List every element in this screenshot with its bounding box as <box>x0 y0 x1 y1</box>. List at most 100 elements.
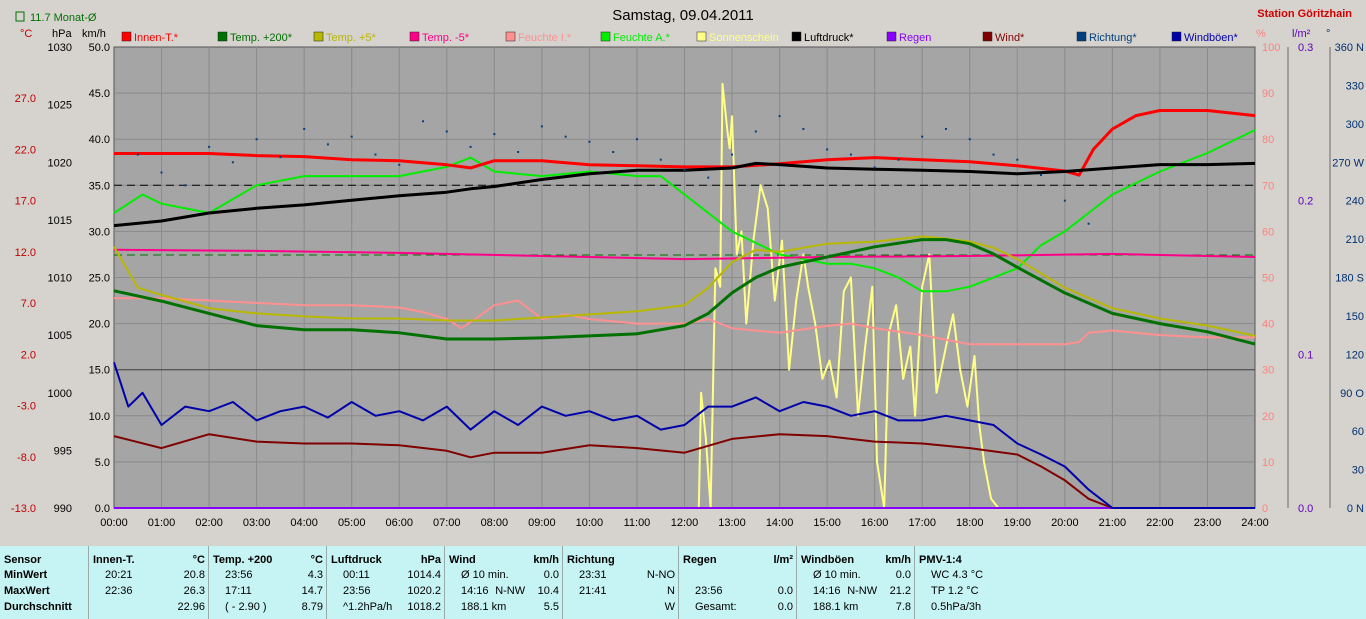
stats-row: ^1.2hPa/h 1018.2 <box>331 600 441 615</box>
stats-cell: 14:16 <box>813 585 841 597</box>
temp-tick-label: 12.0 <box>15 247 36 259</box>
stats-header: PMV-1:4 <box>919 553 1011 568</box>
x-tick-label: 14:00 <box>766 517 794 529</box>
x-tick-label: 18:00 <box>956 517 984 529</box>
direction-tick-label: 150 <box>1346 311 1364 323</box>
stats-unit: km/h <box>885 554 911 566</box>
rain-tick-label: 0.3 <box>1298 42 1313 54</box>
direction-point <box>683 168 686 171</box>
x-tick-label: 05:00 <box>338 517 366 529</box>
stats-cell: 23:31 <box>579 569 607 581</box>
direction-point <box>778 115 781 118</box>
temp-tick-label: -3.0 <box>17 401 36 413</box>
stats-cell: MinWert <box>4 569 48 581</box>
x-tick-label: 22:00 <box>1146 517 1174 529</box>
stats-column: Temp. +200 °C 23:56 4.3 17:11 14.7 ( - 2.90 ) 8… <box>208 546 327 619</box>
speed-tick-label: 45.0 <box>89 88 110 100</box>
speed-tick-label: 0.0 <box>95 503 110 515</box>
legend-label: Regen <box>899 32 931 44</box>
stats-cell: 22.96 <box>177 601 205 613</box>
series-layer <box>113 82 1256 509</box>
humidity-tick-label: 30 <box>1262 365 1274 377</box>
speed-tick-label: 20.0 <box>89 319 110 331</box>
direction-point <box>612 151 615 154</box>
x-tick-label: 00:00 <box>100 517 128 529</box>
legend-swatch <box>505 31 516 42</box>
stats-row: 23:56 4.3 <box>213 568 323 583</box>
stats-unit: °C <box>310 554 323 566</box>
temp-tick-label: 22.0 <box>15 144 36 156</box>
stats-title: Sensor <box>4 554 42 566</box>
stats-cell: 1020.2 <box>407 585 441 597</box>
stats-cell: 5.5 <box>543 601 559 613</box>
direction-tick-label: 30 <box>1352 465 1364 477</box>
stats-cell: ( - 2.90 ) <box>225 601 267 613</box>
pressure-tick-label: 1010 <box>48 273 72 285</box>
speed-tick-label: 10.0 <box>89 411 110 423</box>
direction-point <box>326 143 329 146</box>
stats-title: Innen-T. <box>93 554 135 566</box>
direction-point <box>1040 174 1043 177</box>
direction-tick-label: 330 <box>1346 80 1364 92</box>
stats-cell: 0.0 <box>543 569 559 581</box>
stats-cell: 20:21 <box>105 569 133 581</box>
stats-cell: 20.8 <box>183 569 205 581</box>
x-tick-label: 02:00 <box>195 517 223 529</box>
stats-row: TP 1.2 °C <box>919 584 1011 599</box>
direction-point <box>826 148 829 151</box>
direction-point <box>517 151 520 154</box>
legend-swatch <box>121 31 132 42</box>
humidity-tick-label: 20 <box>1262 411 1274 423</box>
legend-label: Feuchte A.* <box>613 32 671 44</box>
temp-tick-label: -13.0 <box>11 503 36 515</box>
direction-point <box>255 138 258 141</box>
stats-row: Ø 10 min. 0.0 <box>449 568 559 583</box>
stats-row: 21:41 N <box>567 584 675 599</box>
stats-cell: 21:41 <box>579 585 607 597</box>
pressure-tick-label: 990 <box>54 503 72 515</box>
direction-point <box>160 171 163 174</box>
direction-tick-label: 360 N <box>1335 42 1364 54</box>
stats-column: PMV-1:4 WC 4.3 °C TP 1.2 °C 0.5hPa/3h <box>914 546 1015 619</box>
direction-point <box>445 130 448 133</box>
temp-tick-label: 7.0 <box>21 298 36 310</box>
speed-tick-label: 50.0 <box>89 42 110 54</box>
legend-label: Feuchte I.* <box>518 32 572 44</box>
stats-row: 14:16 N-NW 10.4 <box>449 584 559 599</box>
legend-label: Richtung* <box>1089 32 1137 44</box>
direction-tick-label: 210 <box>1346 234 1364 246</box>
temp-tick-label: 2.0 <box>21 349 36 361</box>
stats-cell: 23:56 <box>225 569 253 581</box>
legend-swatch <box>217 31 228 42</box>
direction-point <box>968 138 971 141</box>
stats-unit: km/h <box>533 554 559 566</box>
direction-point <box>374 153 377 156</box>
humidity-tick-label: 100 <box>1262 42 1280 54</box>
chart-title: Samstag, 09.04.2011 <box>612 7 754 24</box>
stats-row: 00:11 1014.4 <box>331 568 441 583</box>
stats-title: Windböen <box>801 554 855 566</box>
temp-tick-label: 17.0 <box>15 196 36 208</box>
direction-point <box>350 135 353 138</box>
stats-header: Sensor <box>4 553 84 568</box>
unit-kmh: km/h <box>82 28 106 40</box>
x-tick-label: 17:00 <box>908 517 936 529</box>
direction-point <box>422 120 425 123</box>
x-tick-label: 16:00 <box>861 517 889 529</box>
legend-swatch <box>1076 31 1087 42</box>
x-tick-label: 20:00 <box>1051 517 1079 529</box>
rain-tick-label: 0.0 <box>1298 503 1313 515</box>
series-line-temp5 <box>113 235 1256 337</box>
stats-column: Sensor MinWert MaxWert Durchschnitt <box>0 546 88 619</box>
rain-tick-label: 0.1 <box>1298 349 1313 361</box>
stats-row: 23:56 0.0 <box>683 584 793 599</box>
direction-point <box>731 153 734 156</box>
stats-row: 20:21 20.8 <box>93 568 205 583</box>
stats-cell: N <box>667 585 675 597</box>
direction-point <box>754 130 757 133</box>
direction-point <box>469 145 472 148</box>
stats-cell: 1018.2 <box>407 601 441 613</box>
stats-cell: Ø 10 min. <box>813 569 861 581</box>
temp-tick-label: 27.0 <box>15 93 36 105</box>
stats-cell: 188.1 km <box>461 601 507 613</box>
